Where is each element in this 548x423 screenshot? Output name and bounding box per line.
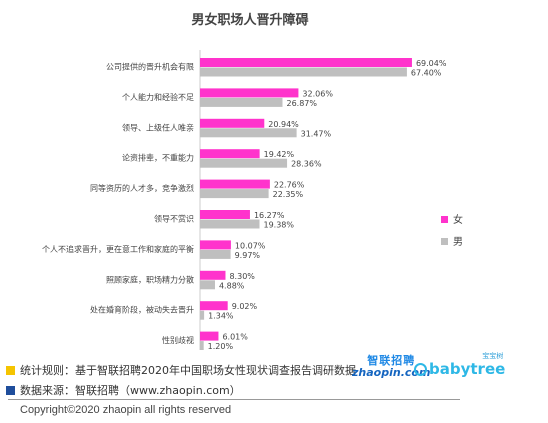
babytree-badge: 宝宝树 (482, 352, 504, 360)
bar-female (200, 240, 231, 250)
data-label-female: 8.30% (229, 272, 255, 281)
blue-square-icon (6, 385, 15, 395)
bar-male (200, 249, 231, 259)
legend: 女男 (441, 213, 463, 248)
data-label-male: 22.35% (273, 190, 304, 199)
bar-female (200, 210, 250, 219)
category-label: 领导、上级任人唯亲 (122, 122, 194, 132)
footer-rule-line: 统计规则：基于智联招聘2020年中国职场女性现状调查报告调研数据 (6, 362, 356, 378)
data-label-female: 9.02% (232, 302, 258, 311)
zhaopin-logo: 智联招聘 zhaopin.com (352, 355, 430, 379)
data-label-female: 22.76% (274, 181, 305, 190)
babytree-logo-en: babytree (429, 360, 506, 378)
category-label: 处在婚育阶段，被动失去晋升 (90, 305, 194, 315)
category-label: 个人能力和经验不足 (122, 92, 194, 102)
bar-male (200, 97, 283, 107)
data-label-female: 69.04% (416, 59, 447, 68)
chart-title: 男女职场人晋升障碍 (191, 12, 308, 28)
babytree-icon (414, 362, 427, 376)
data-label-male: 67.40% (411, 69, 442, 78)
bar-male (200, 310, 205, 320)
bar-male (200, 219, 260, 229)
chart: 男女职场人晋升障碍 公司提供的晋升机会有限 69.04%67.40% 个人能力和经验… (42, 12, 463, 350)
legend-label: 女 (453, 213, 463, 226)
bar-female (200, 179, 270, 189)
legend-swatch (441, 216, 448, 223)
bar-male (200, 128, 297, 138)
data-label-male: 4.88% (219, 281, 245, 290)
bar-male (200, 67, 407, 77)
legend-label: 男 (453, 236, 463, 248)
zhaopin-logo-en: zhaopin.com (352, 366, 431, 379)
babytree-logo: 宝宝树 babytree (414, 352, 505, 377)
bar-male (200, 158, 288, 168)
category-label: 个人不追求晋升，更在意工作和家庭的平衡 (42, 244, 194, 254)
data-label-female: 10.07% (235, 241, 266, 250)
footer-source-line: 数据来源：智联招聘（www.zhaopin.com） (6, 382, 241, 398)
data-label-male: 9.97% (235, 251, 261, 260)
data-label-male: 26.87% (286, 99, 317, 108)
data-label-male: 1.34% (208, 312, 234, 321)
footer-source-text: 数据来源：智联招聘（www.zhaopin.com） (20, 384, 241, 397)
category-label: 论资排辈，不重能力 (122, 153, 194, 163)
bar-female (200, 149, 260, 159)
bars-group: 公司提供的晋升机会有限 69.04%67.40% 个人能力和经验不足 32.06%26… (42, 58, 447, 350)
bar-male (200, 189, 269, 199)
data-label-male: 31.47% (301, 129, 332, 138)
data-label-female: 32.06% (302, 89, 333, 98)
bar-female (200, 118, 265, 128)
zhaopin-logo-cn: 智联招聘 (367, 354, 416, 367)
category-label: 性别歧视 (162, 335, 194, 345)
footer-rule-text: 统计规则：基于智联招聘2020年中国职场女性现状调查报告调研数据 (20, 364, 356, 377)
data-label-male: 1.20% (208, 342, 234, 350)
yellow-square-icon (6, 365, 15, 375)
data-label-female: 19.42% (264, 150, 295, 159)
data-label-female: 6.01% (222, 333, 248, 342)
category-label: 领导不赏识 (154, 214, 194, 224)
bar-female (200, 58, 412, 67)
bar-male (200, 280, 215, 290)
legend-swatch (441, 238, 448, 245)
bar-male (200, 341, 204, 350)
category-label: 照顾家庭，职场精力分散 (106, 274, 194, 284)
copyright-text: Copyright©2020 zhaopin all rights reserv… (20, 404, 232, 416)
data-label-male: 28.36% (291, 160, 322, 169)
bar-female (200, 331, 219, 341)
data-label-female: 20.94% (268, 120, 299, 129)
bar-female (200, 301, 228, 311)
category-label: 同等资历的人才多，竞争激烈 (90, 183, 194, 193)
bar-female (200, 88, 299, 98)
bar-female (200, 270, 226, 280)
footer-divider (8, 399, 460, 400)
data-label-male: 19.38% (263, 221, 294, 230)
data-label-female: 16.27% (254, 211, 285, 220)
category-label: 公司提供的晋升机会有限 (106, 62, 194, 72)
